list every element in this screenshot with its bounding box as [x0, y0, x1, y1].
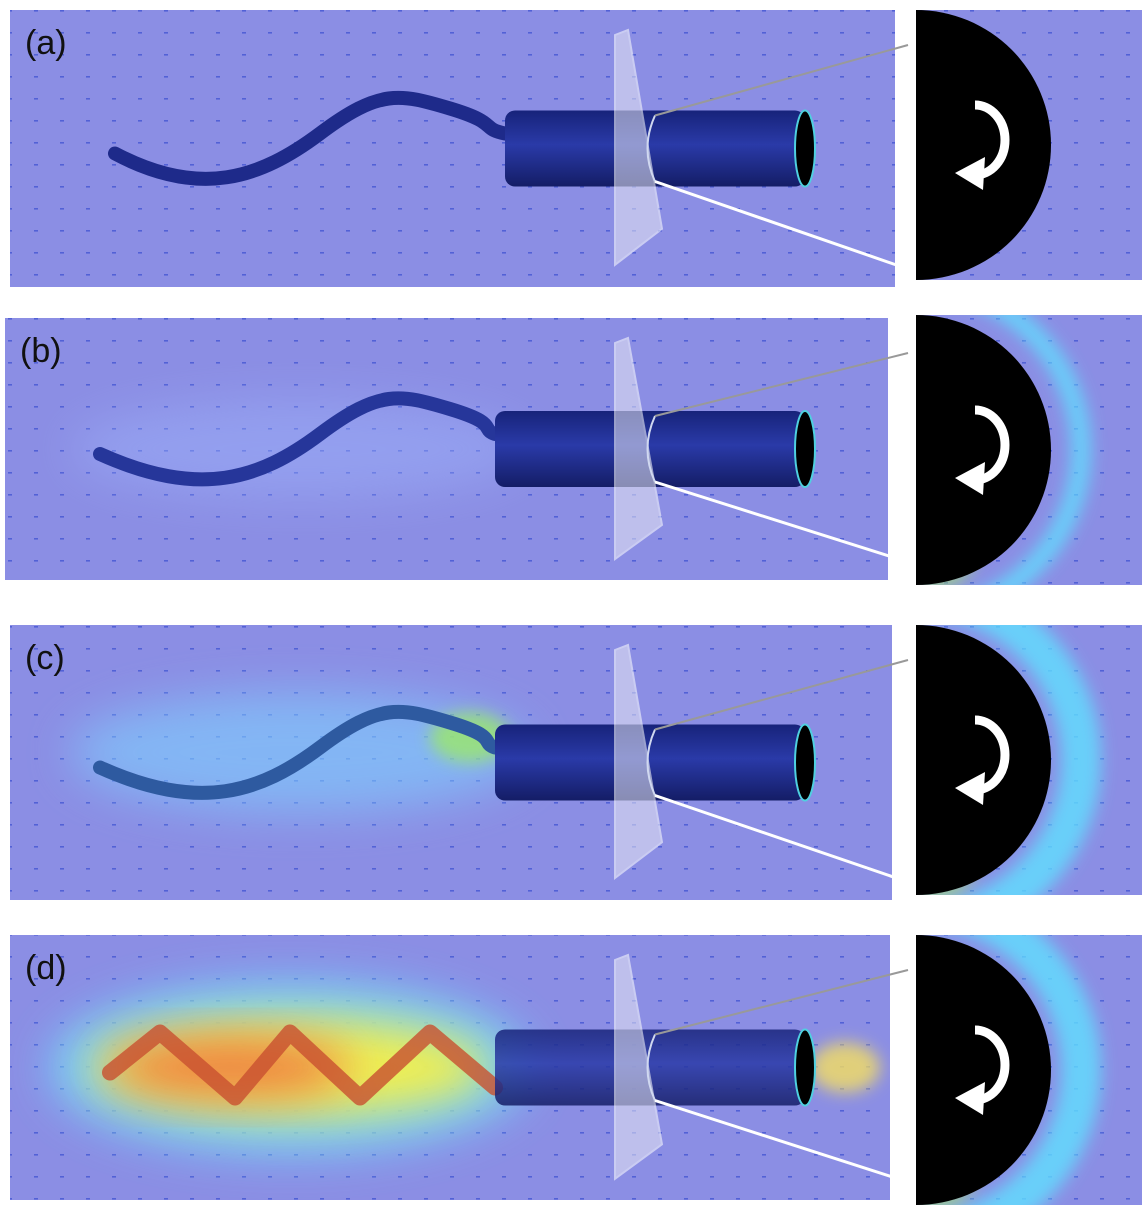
- cylinder: [505, 111, 805, 187]
- cylinder-end: [795, 411, 815, 487]
- main-view: [10, 935, 890, 1200]
- cylinder-end: [795, 725, 815, 801]
- flow-glow: [810, 1043, 880, 1093]
- panel: (c): [10, 595, 1142, 925]
- panel: (a): [10, 10, 1142, 287]
- figure: (a) (b) (c) (d): [0, 0, 1142, 1205]
- panel-label: (d): [25, 949, 67, 987]
- panel-label: (a): [25, 24, 67, 62]
- cylinder-end: [795, 111, 815, 187]
- main-view: [10, 10, 895, 287]
- main-view: [5, 318, 888, 580]
- panel: (d): [10, 905, 1142, 1205]
- main-view: [10, 625, 892, 900]
- cylinder-end: [795, 1030, 815, 1106]
- panel-label: (b): [20, 332, 62, 370]
- panel-label: (c): [25, 639, 65, 677]
- panel: (b): [5, 285, 1142, 615]
